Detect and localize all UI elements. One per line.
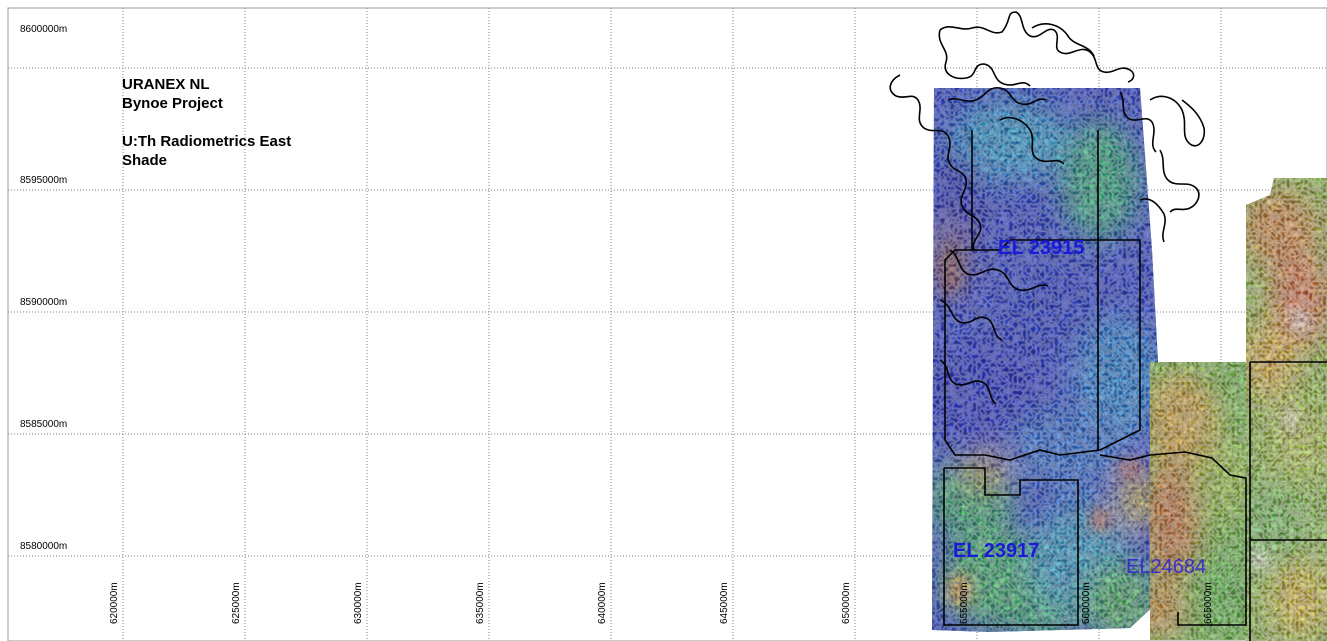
map-style: Shade [122,152,168,169]
easting-label: 630000m [353,582,364,624]
el-23917-boundary [943,467,1079,626]
northing-label: 8600000m [20,24,68,35]
map-name: U:Th Radiometrics East [122,133,292,150]
easting-label: 635000m [475,582,486,624]
easting-label: 645000m [719,582,730,624]
company-name: URANEX NL [122,76,210,93]
tenement-label-el-24684: EL24684 [1126,556,1207,578]
radiometric-grid-west [932,88,1160,632]
tenement-label-el-23917: EL 23917 [953,540,1040,562]
easting-label: 640000m [597,582,608,624]
northing-label: 8590000m [20,297,68,308]
coastline [889,11,1206,405]
radiometric-grid-south [1150,362,1250,640]
radiometric-grid-east [1246,178,1327,641]
easting-label: 625000m [231,582,242,624]
tenement-boundaries [943,130,1327,641]
northing-label: 8595000m [20,175,68,186]
title-spacer [122,113,291,132]
easting-label: 650000m [841,582,852,624]
map-title-block: URANEX NL Bynoe Project U:Th Radiometric… [122,75,291,170]
easting-label: 655000m [959,582,970,624]
easting-label: 665000m [1203,582,1214,624]
easting-label: 620000m [109,582,120,624]
el-23915-boundary [944,130,1141,461]
el-24684-boundary [1099,451,1247,626]
project-name: Bynoe Project [122,95,223,112]
northing-label: 8585000m [20,419,68,430]
easting-label: 660000m [1081,582,1092,624]
map-frame [7,7,1327,641]
northing-label: 8580000m [20,541,68,552]
tenement-label-el-23915: EL 23915 [998,237,1085,259]
